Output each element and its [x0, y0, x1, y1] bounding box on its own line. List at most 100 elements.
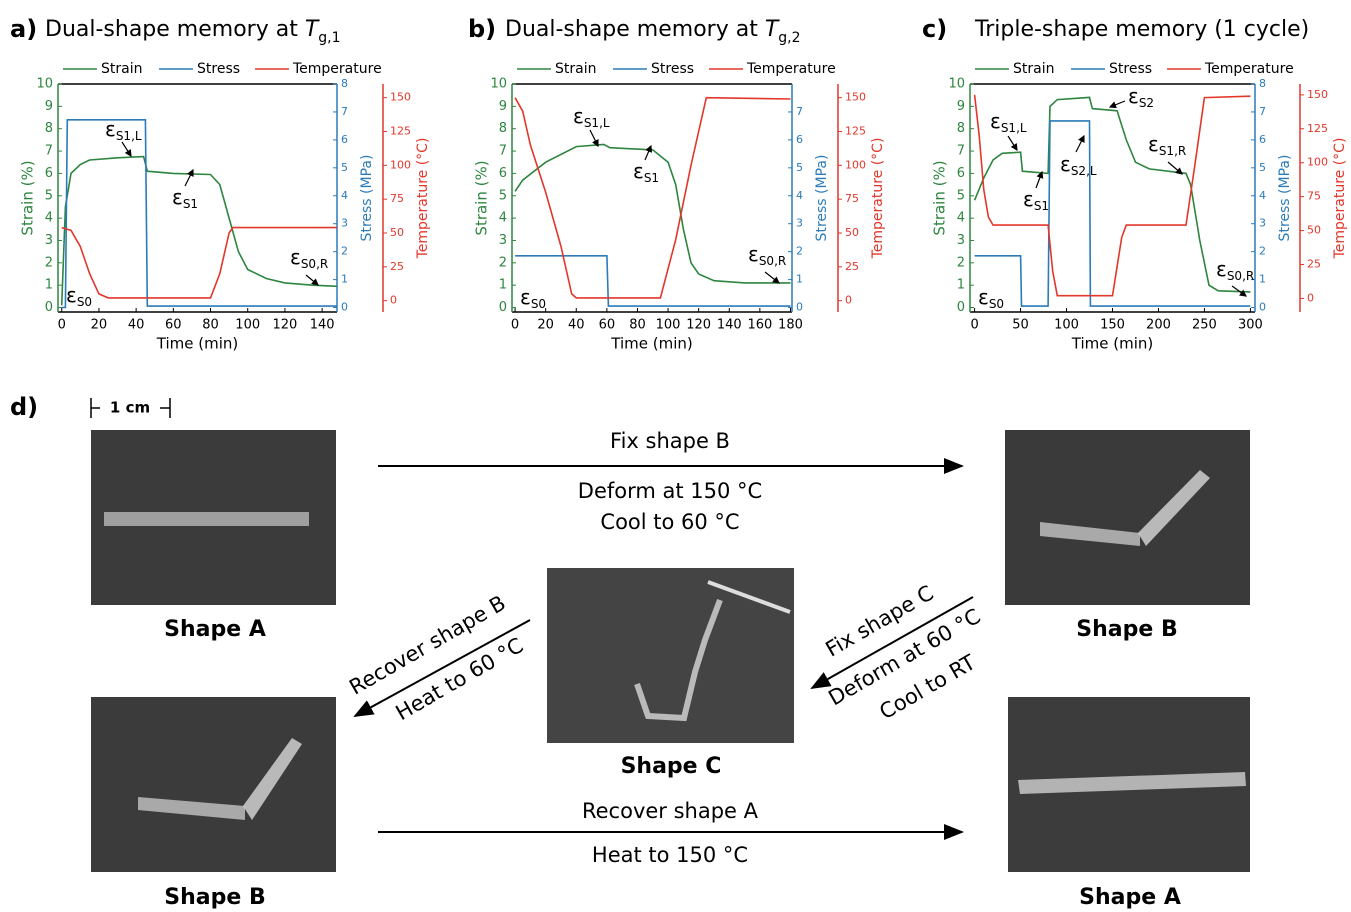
annotation-arrow	[1167, 161, 1183, 175]
x-tick-label: 60	[599, 318, 616, 333]
annotation-symbol: ε	[66, 283, 77, 307]
series-line	[973, 96, 1251, 293]
title-sub: g,1	[318, 30, 340, 46]
y2-tick-label: 4	[341, 189, 348, 202]
annotation: εS0	[520, 285, 546, 311]
y2-tick-label: 2	[341, 245, 348, 258]
annotation-sub: S0,R	[301, 257, 328, 271]
annotation-sub: S0,R	[1227, 269, 1254, 283]
x-tick-label: 60	[165, 318, 182, 333]
panel-label: d)	[10, 393, 38, 421]
series-line	[61, 226, 337, 299]
legend-label: Strain	[101, 61, 142, 77]
photo	[91, 430, 336, 605]
y3-axis-label: Temperature (°C)	[415, 138, 431, 260]
arrow-label: Deform at 150 °C	[578, 479, 762, 503]
x-axis-label: Time (min)	[610, 335, 692, 353]
y-tick-label: 9	[45, 99, 53, 114]
y-tick-label: 10	[36, 77, 53, 92]
y3-tick-label: 25	[1307, 258, 1321, 271]
y2-tick-label: 8	[341, 77, 348, 90]
y3-tick-label: 25	[390, 260, 404, 273]
annotation: εS0,R	[748, 242, 786, 268]
y3-axis-label: Temperature (°C)	[870, 138, 886, 260]
y2-tick-label: 0	[1259, 301, 1266, 314]
annotation-symbol: ε	[105, 117, 116, 141]
y2-tick-label: 0	[341, 301, 348, 314]
annotation-sub: S1	[1034, 199, 1049, 213]
annotation-sub: S1,L	[1001, 121, 1027, 135]
photo-caption: Shape B	[1076, 617, 1177, 642]
annotation-symbol: ε	[633, 159, 644, 183]
y2-tick-label: 4	[796, 189, 803, 202]
annotation-sub: S1,R	[1159, 144, 1186, 158]
annotation: εS0,R	[1216, 257, 1254, 283]
y3-tick-label: 100	[1307, 156, 1328, 169]
y-tick-label: 5	[45, 188, 53, 203]
y-tick-label: 7	[45, 144, 53, 159]
y2-tick-label: 1	[796, 273, 803, 286]
y2-tick-label: 8	[1259, 77, 1266, 90]
y-tick-label: 8	[499, 121, 507, 136]
y2-tick-label: 6	[1259, 133, 1266, 146]
annotation-arrow	[121, 141, 132, 158]
y3-tick-label: 100	[845, 158, 866, 171]
photo	[547, 568, 794, 743]
annotation-arrow	[1007, 135, 1018, 152]
annotation-sub: S0,R	[759, 254, 786, 268]
y3-tick-label: 0	[390, 294, 397, 307]
chart-title: Dual-shape memory at Tg,1	[45, 17, 341, 46]
y-tick-label: 4	[957, 211, 965, 226]
annotation-sub: S2	[1139, 96, 1154, 110]
title-sub: g,2	[778, 30, 800, 46]
series-line	[514, 143, 791, 284]
y-tick-label: 7	[499, 144, 507, 159]
annotation: εS1,R	[1148, 132, 1186, 158]
annotation-sub: S0	[989, 297, 1004, 311]
annotation: εS0,R	[290, 245, 328, 271]
y-tick-label: 4	[45, 211, 53, 226]
x-tick-label: 100	[1054, 318, 1079, 333]
x-tick-label: 140	[717, 318, 742, 333]
y2-axis-label: Stress (MPa)	[1277, 155, 1293, 242]
x-tick-label: 150	[1100, 318, 1125, 333]
x-tick-label: 120	[273, 318, 298, 333]
series-line	[60, 155, 338, 306]
chart-title: Triple-shape memory (1 cycle)	[974, 17, 1309, 42]
legend-label: Temperature	[1204, 61, 1294, 77]
y-tick-label: 5	[957, 188, 965, 203]
y-tick-label: 10	[948, 77, 965, 92]
photo-caption: Shape C	[621, 754, 722, 779]
annotation-symbol: ε	[290, 245, 301, 269]
series-line	[514, 96, 791, 299]
legend-label: Stress	[651, 61, 694, 77]
x-tick-label: 100	[235, 318, 260, 333]
arrow-label: Fix shape B	[610, 429, 730, 453]
x-tick-label: 180	[778, 318, 803, 333]
annotation-sub: S1,L	[584, 116, 610, 130]
scale-label: 1 cm	[110, 399, 150, 417]
y-tick-label: 3	[45, 233, 53, 248]
annotation-sub: S0	[531, 297, 546, 311]
annotation-symbol: ε	[1148, 132, 1159, 156]
y-tick-label: 1	[45, 278, 53, 293]
annotation-arrow	[1231, 285, 1247, 297]
photo	[91, 697, 336, 872]
x-tick-label: 300	[1238, 318, 1263, 333]
y-tick-label: 1	[499, 278, 507, 293]
arrow	[353, 619, 531, 717]
panel-label: a)	[10, 15, 37, 43]
photo-caption: Shape A	[164, 617, 266, 642]
y-tick-label: 9	[499, 99, 507, 114]
panel-label: c)	[922, 15, 947, 43]
annotation: εS1	[172, 185, 198, 211]
y2-tick-label: 5	[796, 161, 803, 174]
arrow-label: Cool to 60 °C	[600, 510, 739, 534]
y-tick-label: 2	[957, 255, 965, 270]
legend-label: Stress	[197, 61, 240, 77]
y2-tick-label: 1	[341, 273, 348, 286]
y2-tick-label: 7	[341, 105, 348, 118]
annotation: εS1	[633, 159, 659, 185]
x-tick-label: 140	[310, 318, 335, 333]
